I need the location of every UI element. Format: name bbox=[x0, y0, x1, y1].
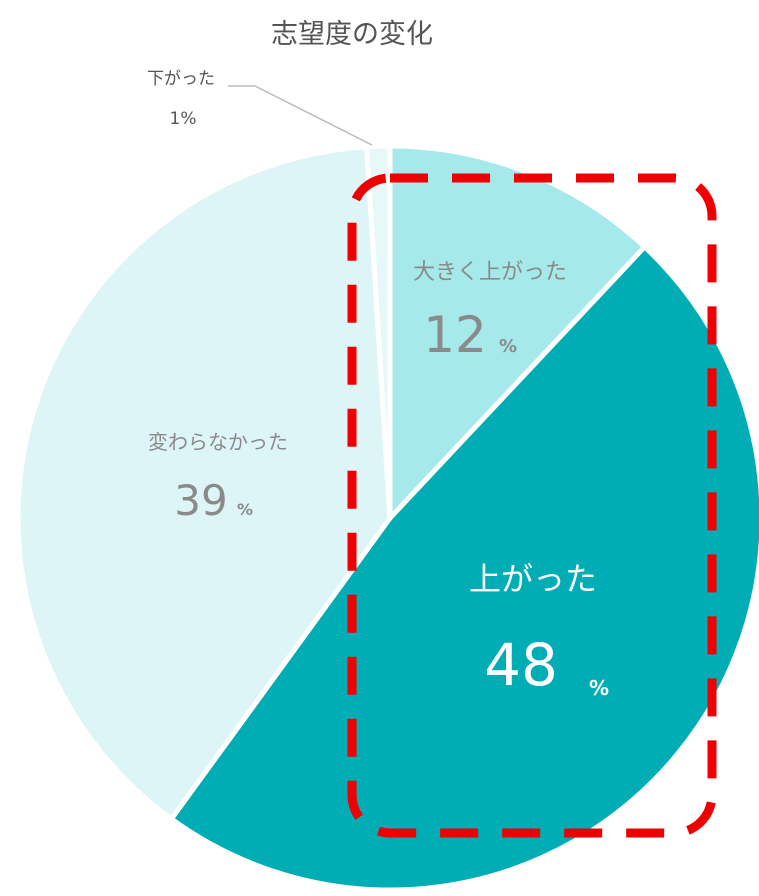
slice-label-name: 変わらなかった bbox=[148, 430, 288, 454]
chart-title: 志望度の変化 bbox=[271, 19, 433, 50]
pie-slice bbox=[168, 244, 759, 893]
slice-label-unit: % bbox=[237, 500, 253, 519]
slice-labels: 大きく上がった 12 % 上がった 48 % 変わらなかった 39 % 下がった… bbox=[147, 69, 609, 700]
slice-label-unit: % bbox=[589, 676, 609, 700]
highlight-box bbox=[347, 173, 717, 838]
slice-label-name: 上がった bbox=[469, 560, 597, 598]
pie-slice bbox=[15, 144, 393, 822]
pie-slice bbox=[387, 143, 648, 521]
slice-label-value: 48 bbox=[484, 631, 558, 699]
slice-label-value: 39 bbox=[174, 476, 227, 525]
slice-label-value: 1% bbox=[170, 109, 197, 129]
slice-label-name: 下がった bbox=[147, 69, 215, 89]
pie-slices bbox=[15, 143, 759, 893]
leader-line bbox=[228, 85, 373, 146]
slice-label-value: 12 bbox=[423, 306, 487, 364]
pie-slice bbox=[364, 143, 393, 521]
slice-label-unit: % bbox=[499, 336, 517, 357]
slice-label-name: 大きく上がった bbox=[413, 260, 567, 285]
